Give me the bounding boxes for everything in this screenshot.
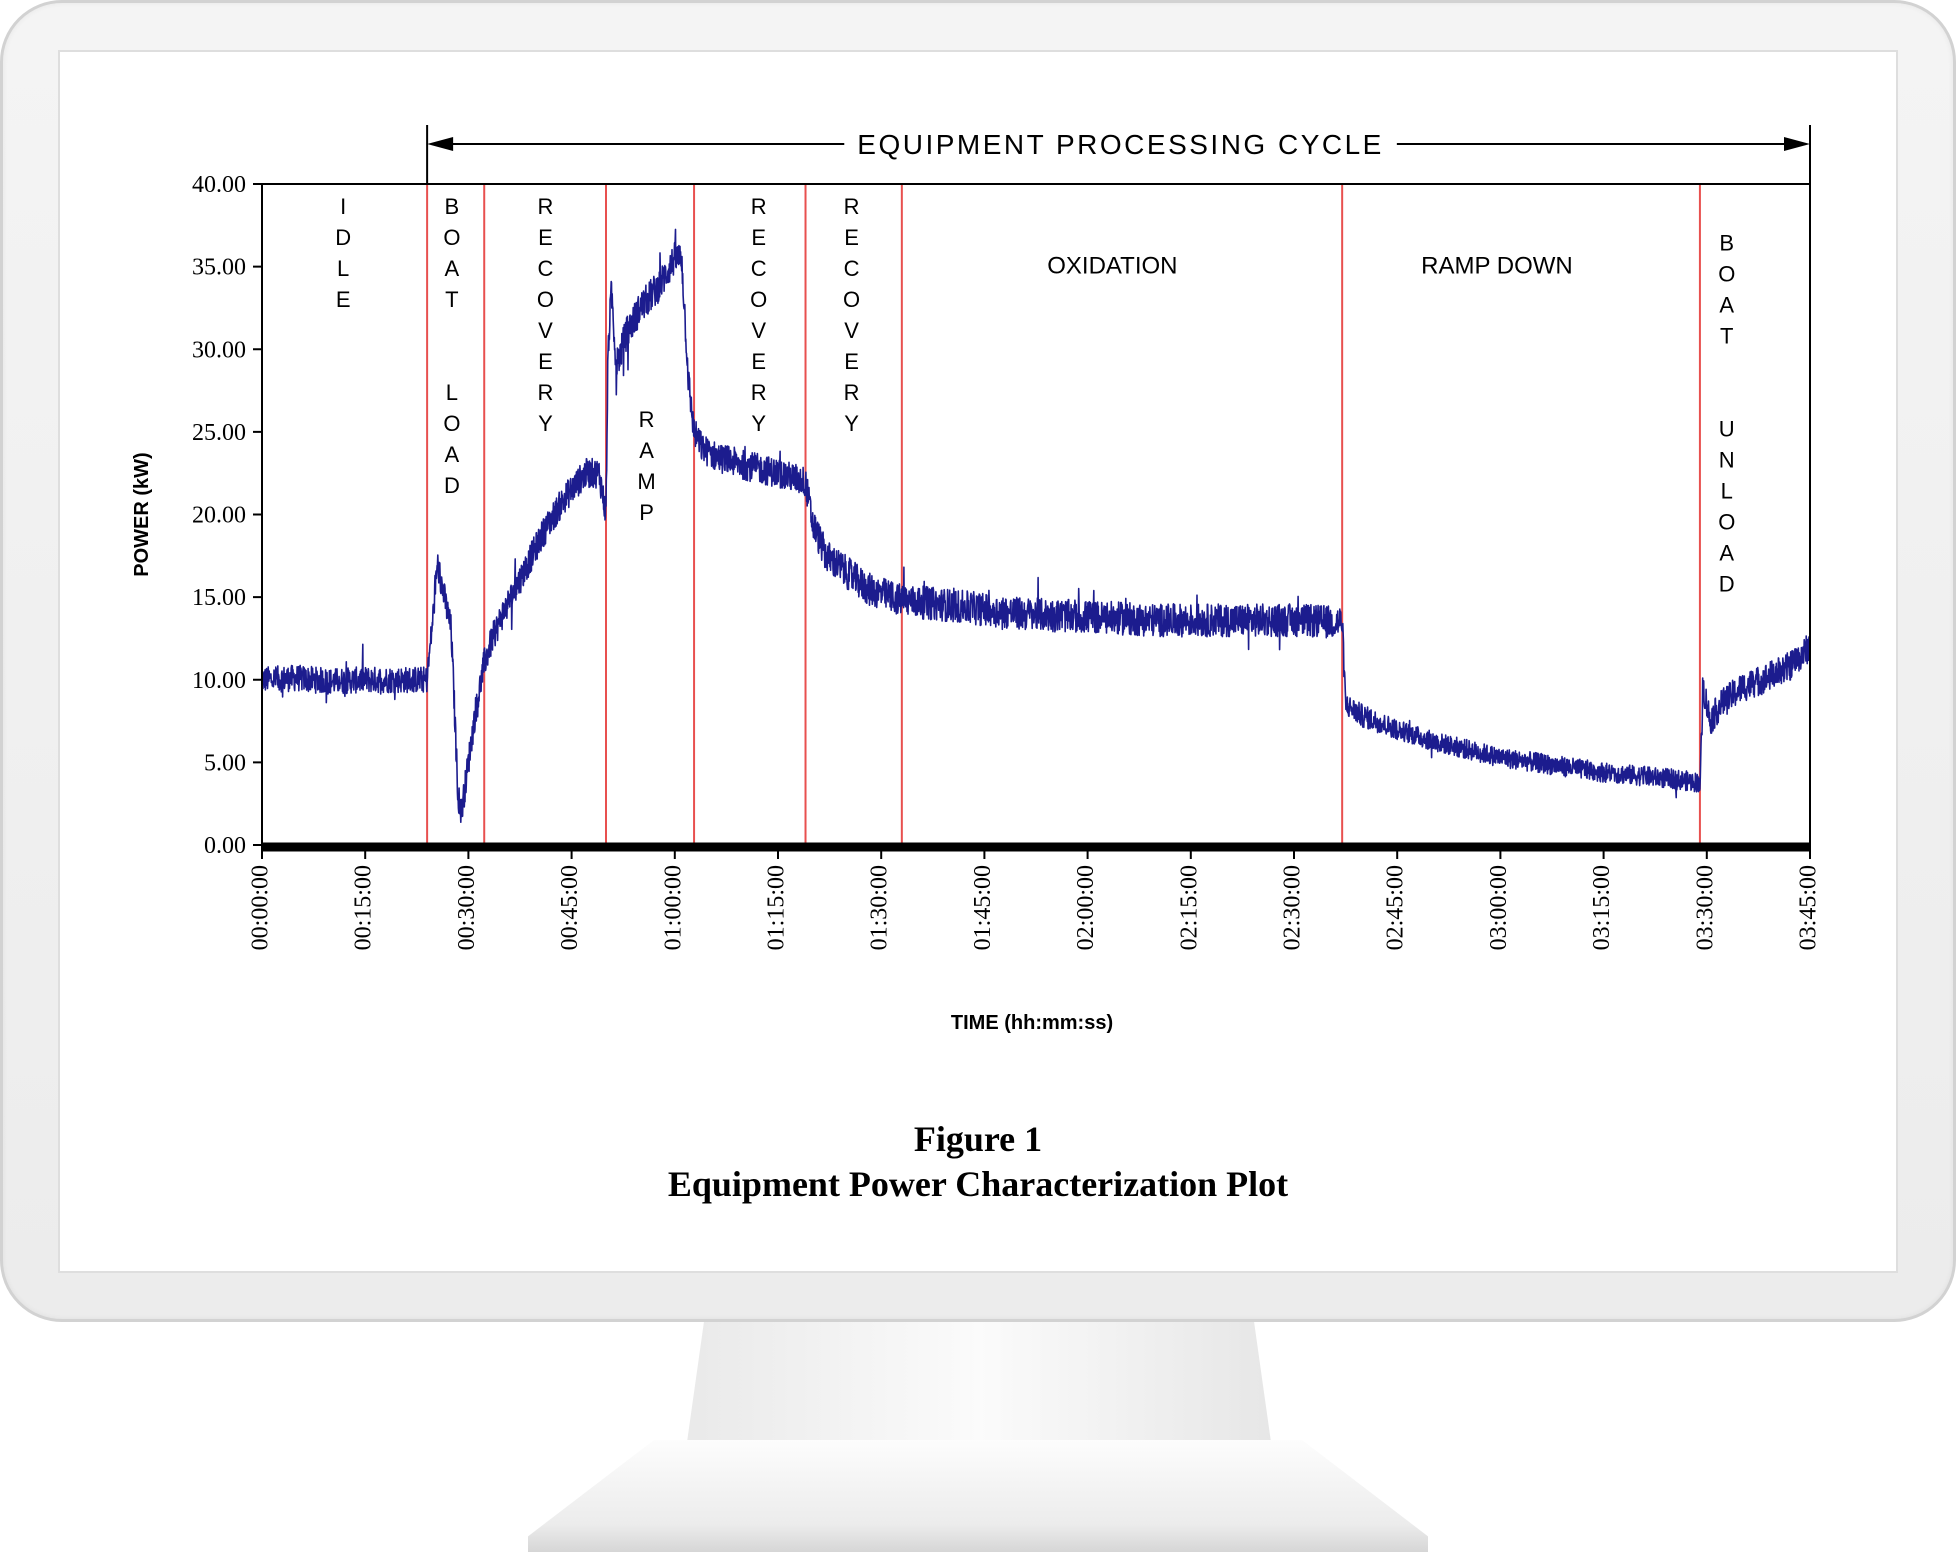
y-tick-label: 0.00: [204, 833, 246, 859]
plot-frame-group: [261, 183, 1811, 852]
x-tick-label: 02:15:00: [1176, 865, 1202, 950]
monitor-screen: [58, 50, 1898, 1273]
y-tick-label: 40.00: [192, 172, 246, 198]
cycle-span-group: EQUIPMENT PROCESSING CYCLE: [426, 125, 1811, 184]
x-tick-label: 00:45:00: [557, 865, 583, 950]
power-series-line: [261, 228, 1811, 824]
y-tick-label: 25.00: [192, 420, 246, 446]
x-tick-label: 02:00:00: [1073, 865, 1099, 950]
y-tick-label: 35.00: [192, 255, 246, 281]
phase-label: RAMP DOWN: [1421, 252, 1573, 279]
x-tick-label: 03:45:00: [1796, 865, 1822, 950]
y-tick-label: 15.00: [192, 585, 246, 611]
x-tick-label: 01:45:00: [970, 865, 996, 950]
x-tick-label: 02:45:00: [1383, 865, 1409, 950]
x-tick-label: 00:30:00: [454, 865, 480, 950]
figure-number: Figure 1: [913, 1119, 1043, 1159]
x-tick-label: 01:30:00: [867, 865, 893, 950]
cycle-arrowhead-right: [1784, 137, 1810, 151]
x-tick-label: 01:15:00: [764, 865, 790, 950]
x-tick-label: 02:30:00: [1280, 865, 1306, 950]
series-group: [261, 228, 1811, 824]
y-tick-label: 20.00: [192, 503, 246, 529]
x-axis-label: TIME (hh:mm:ss): [951, 1012, 1113, 1034]
x-tick-label: 01:00:00: [660, 865, 686, 950]
y-tick-label: 5.00: [204, 750, 246, 776]
x-tick-label: 03:00:00: [1486, 865, 1512, 950]
phase-boundaries: [426, 184, 1701, 845]
x-tick-label: 00:15:00: [351, 865, 377, 950]
x-tick-label: 03:30:00: [1692, 865, 1718, 950]
phase-labels: I D L E B O A T L O A D R E C O V E R Y R A M P R E C O V E R Y R E C O V E R…: [335, 194, 1735, 596]
plot-frame: [261, 183, 1811, 846]
x-tick-label: 00:00:00: [248, 865, 274, 950]
y-tick-label: 30.00: [192, 337, 246, 363]
figure-caption: Equipment Power Characterization Plot: [667, 1164, 1289, 1204]
chart-title: EQUIPMENT PROCESSING CYCLE: [857, 129, 1384, 160]
y-axis-ticks: 0.00 5.00 10.00 15.00 20.00 25.00 30.00 35.00 40…: [192, 172, 262, 859]
x-tick-label: 03:15:00: [1589, 865, 1615, 950]
phase-label: OXIDATION: [1047, 252, 1177, 279]
cycle-arrowhead-left: [427, 137, 454, 151]
monitor-stand-base: [528, 1440, 1428, 1552]
y-axis-label: POWER (kW): [131, 452, 153, 576]
y-tick-label: 10.00: [192, 668, 246, 694]
x-axis-ticks: 00:00:00 00:15:00 00:30:00 00:45:00 01:00:00…: [248, 845, 1822, 950]
